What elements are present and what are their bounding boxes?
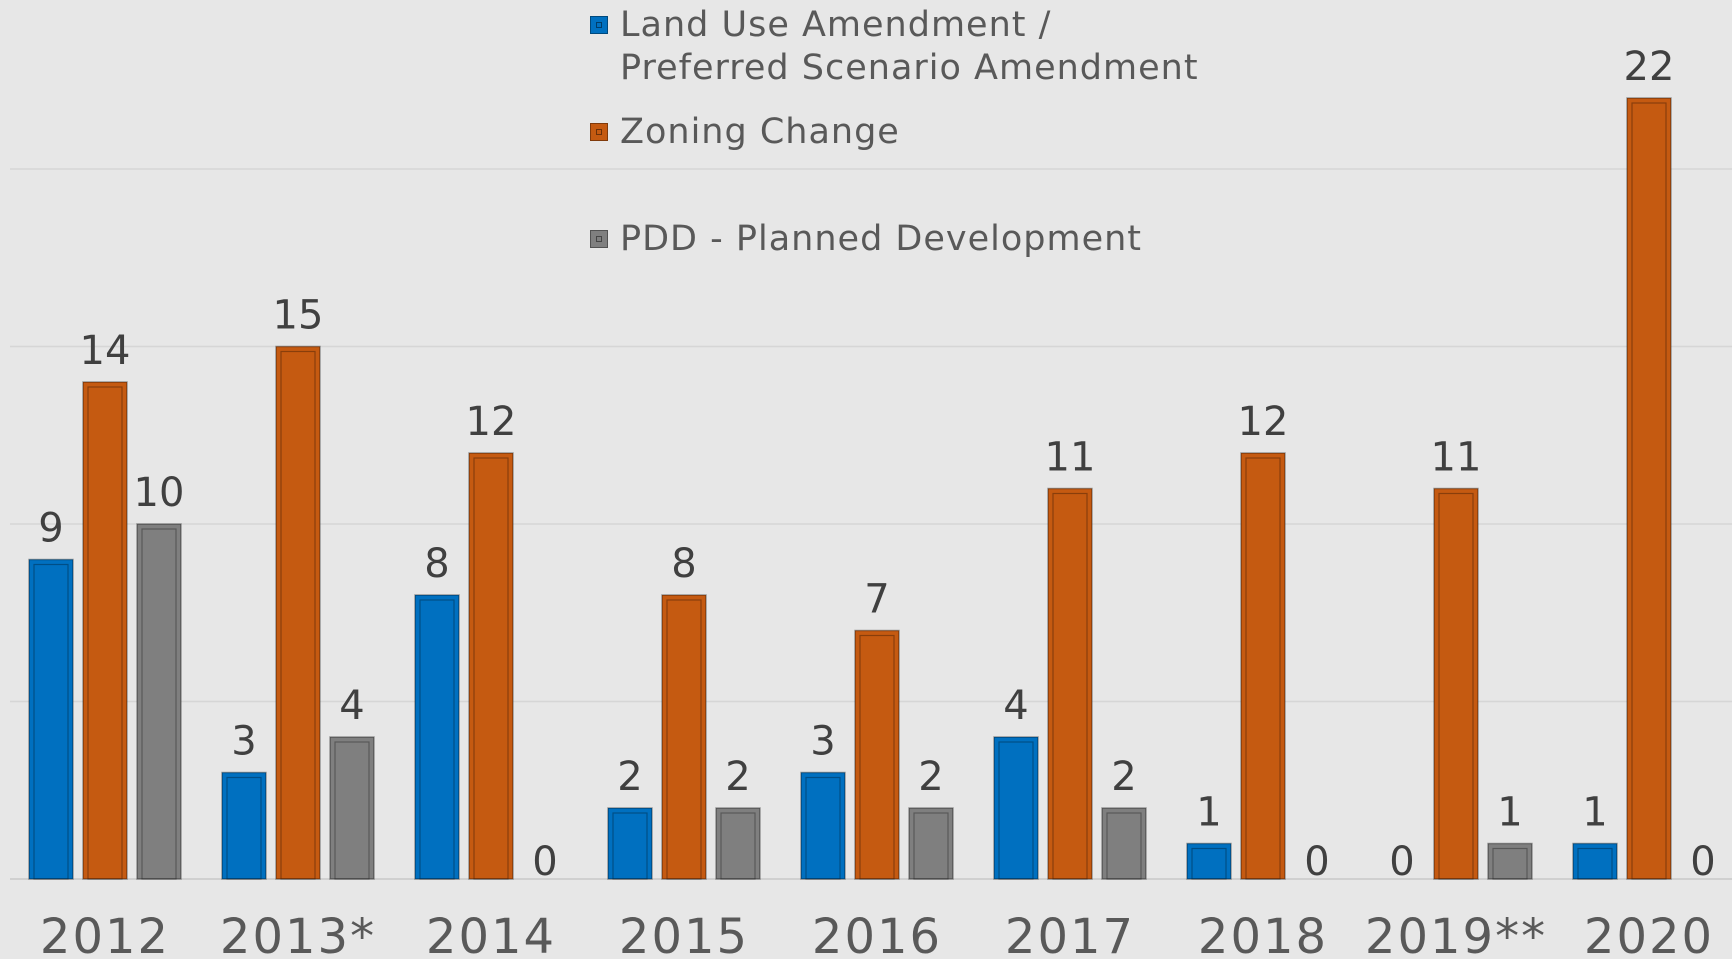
bar-inner-border: [1577, 847, 1613, 880]
data-label: 1: [1196, 790, 1221, 836]
data-label: 1: [1497, 790, 1522, 836]
data-label: 9: [38, 506, 63, 552]
bar: [468, 452, 514, 880]
data-label: 15: [273, 293, 324, 339]
x-tick-label: 2016: [812, 909, 942, 959]
bar-inner-border: [1438, 492, 1474, 880]
bar-inner-border: [473, 457, 509, 880]
x-tick-label: 2015: [619, 909, 749, 959]
x-tick-label: 2020: [1584, 909, 1714, 959]
data-label: 0: [532, 839, 557, 885]
bar-inner-border: [141, 528, 177, 880]
data-label: 4: [1003, 683, 1028, 729]
x-tick-label: 2014: [426, 909, 556, 959]
bar-inner-border: [720, 812, 756, 880]
x-tick-label: 2012: [40, 909, 170, 959]
bar: [221, 771, 267, 880]
data-label: 14: [80, 328, 131, 374]
bar-inner-border: [1052, 492, 1088, 880]
legend-label-land-use-line2: Preferred Scenario Amendment: [620, 48, 1199, 88]
data-label: 8: [424, 541, 449, 587]
data-label: 2: [725, 754, 750, 800]
bar: [1626, 97, 1672, 880]
bar-inner-border: [1492, 847, 1528, 880]
data-label: 2: [617, 754, 642, 800]
bar: [414, 594, 460, 880]
data-label: 7: [864, 577, 889, 623]
legend-swatch-pdd: [590, 230, 608, 248]
bar: [1572, 842, 1618, 880]
data-label: 3: [810, 719, 835, 765]
data-label: 10: [134, 470, 185, 516]
bar: [1487, 842, 1533, 880]
bar-inner-border: [334, 741, 370, 880]
bar-inner-border: [998, 741, 1034, 880]
bar: [908, 807, 954, 880]
bar-inner-border: [1631, 102, 1667, 880]
bar: [854, 629, 900, 880]
bars: [28, 97, 1672, 880]
x-tick-label: 2019**: [1365, 909, 1547, 959]
bar: [993, 736, 1039, 880]
bar: [607, 807, 653, 880]
legend-label-pdd: PDD - Planned Development: [620, 219, 1143, 259]
data-label: 11: [1431, 435, 1482, 481]
bar-inner-border: [666, 599, 702, 880]
data-label: 0: [1389, 839, 1414, 885]
bar: [28, 558, 74, 880]
data-label: 22: [1624, 44, 1675, 90]
bar-inner-border: [87, 386, 123, 880]
legend-label-land-use-line1: Land Use Amendment /: [620, 5, 1052, 45]
data-label: 1: [1582, 790, 1607, 836]
x-tick-label: 2013*: [220, 909, 376, 959]
data-label: 12: [466, 399, 517, 445]
data-label: 11: [1045, 435, 1096, 481]
bar-inner-border: [805, 776, 841, 880]
data-label: 3: [231, 719, 256, 765]
data-label: 0: [1304, 839, 1329, 885]
bar-inner-border: [1245, 457, 1281, 880]
bar: [1433, 487, 1479, 880]
bar: [715, 807, 761, 880]
legend-label-zoning-change: Zoning Change: [620, 112, 900, 152]
bar: [82, 381, 128, 880]
x-tick-label: 2017: [1005, 909, 1135, 959]
data-label: 8: [671, 541, 696, 587]
bar: [275, 345, 321, 880]
bar: [661, 594, 707, 880]
bar-inner-border: [226, 776, 262, 880]
bar: [329, 736, 375, 880]
x-tick-label: 2018: [1198, 909, 1328, 959]
bar-inner-border: [419, 599, 455, 880]
bar: [800, 771, 846, 880]
data-label: 2: [918, 754, 943, 800]
bar: [136, 523, 182, 880]
legend-swatch-land-use: [590, 16, 608, 34]
bar: [1047, 487, 1093, 880]
bar-inner-border: [913, 812, 949, 880]
bar-inner-border: [859, 634, 895, 880]
bar-inner-border: [33, 563, 69, 880]
bar: [1240, 452, 1286, 880]
bar-inner-border: [280, 350, 316, 880]
data-label: 4: [339, 683, 364, 729]
bar: [1186, 842, 1232, 880]
data-label: 0: [1690, 839, 1715, 885]
bar-inner-border: [1191, 847, 1227, 880]
legend-swatch-zoning-change: [590, 123, 608, 141]
bar-inner-border: [1106, 812, 1142, 880]
data-label: 12: [1238, 399, 1289, 445]
x-axis-tick-labels: 2012 2013* 2014 2015 2016 2017 2018 2019** 2020: [40, 909, 1714, 959]
bar-inner-border: [612, 812, 648, 880]
bar: [1101, 807, 1147, 880]
data-label: 2: [1111, 754, 1136, 800]
